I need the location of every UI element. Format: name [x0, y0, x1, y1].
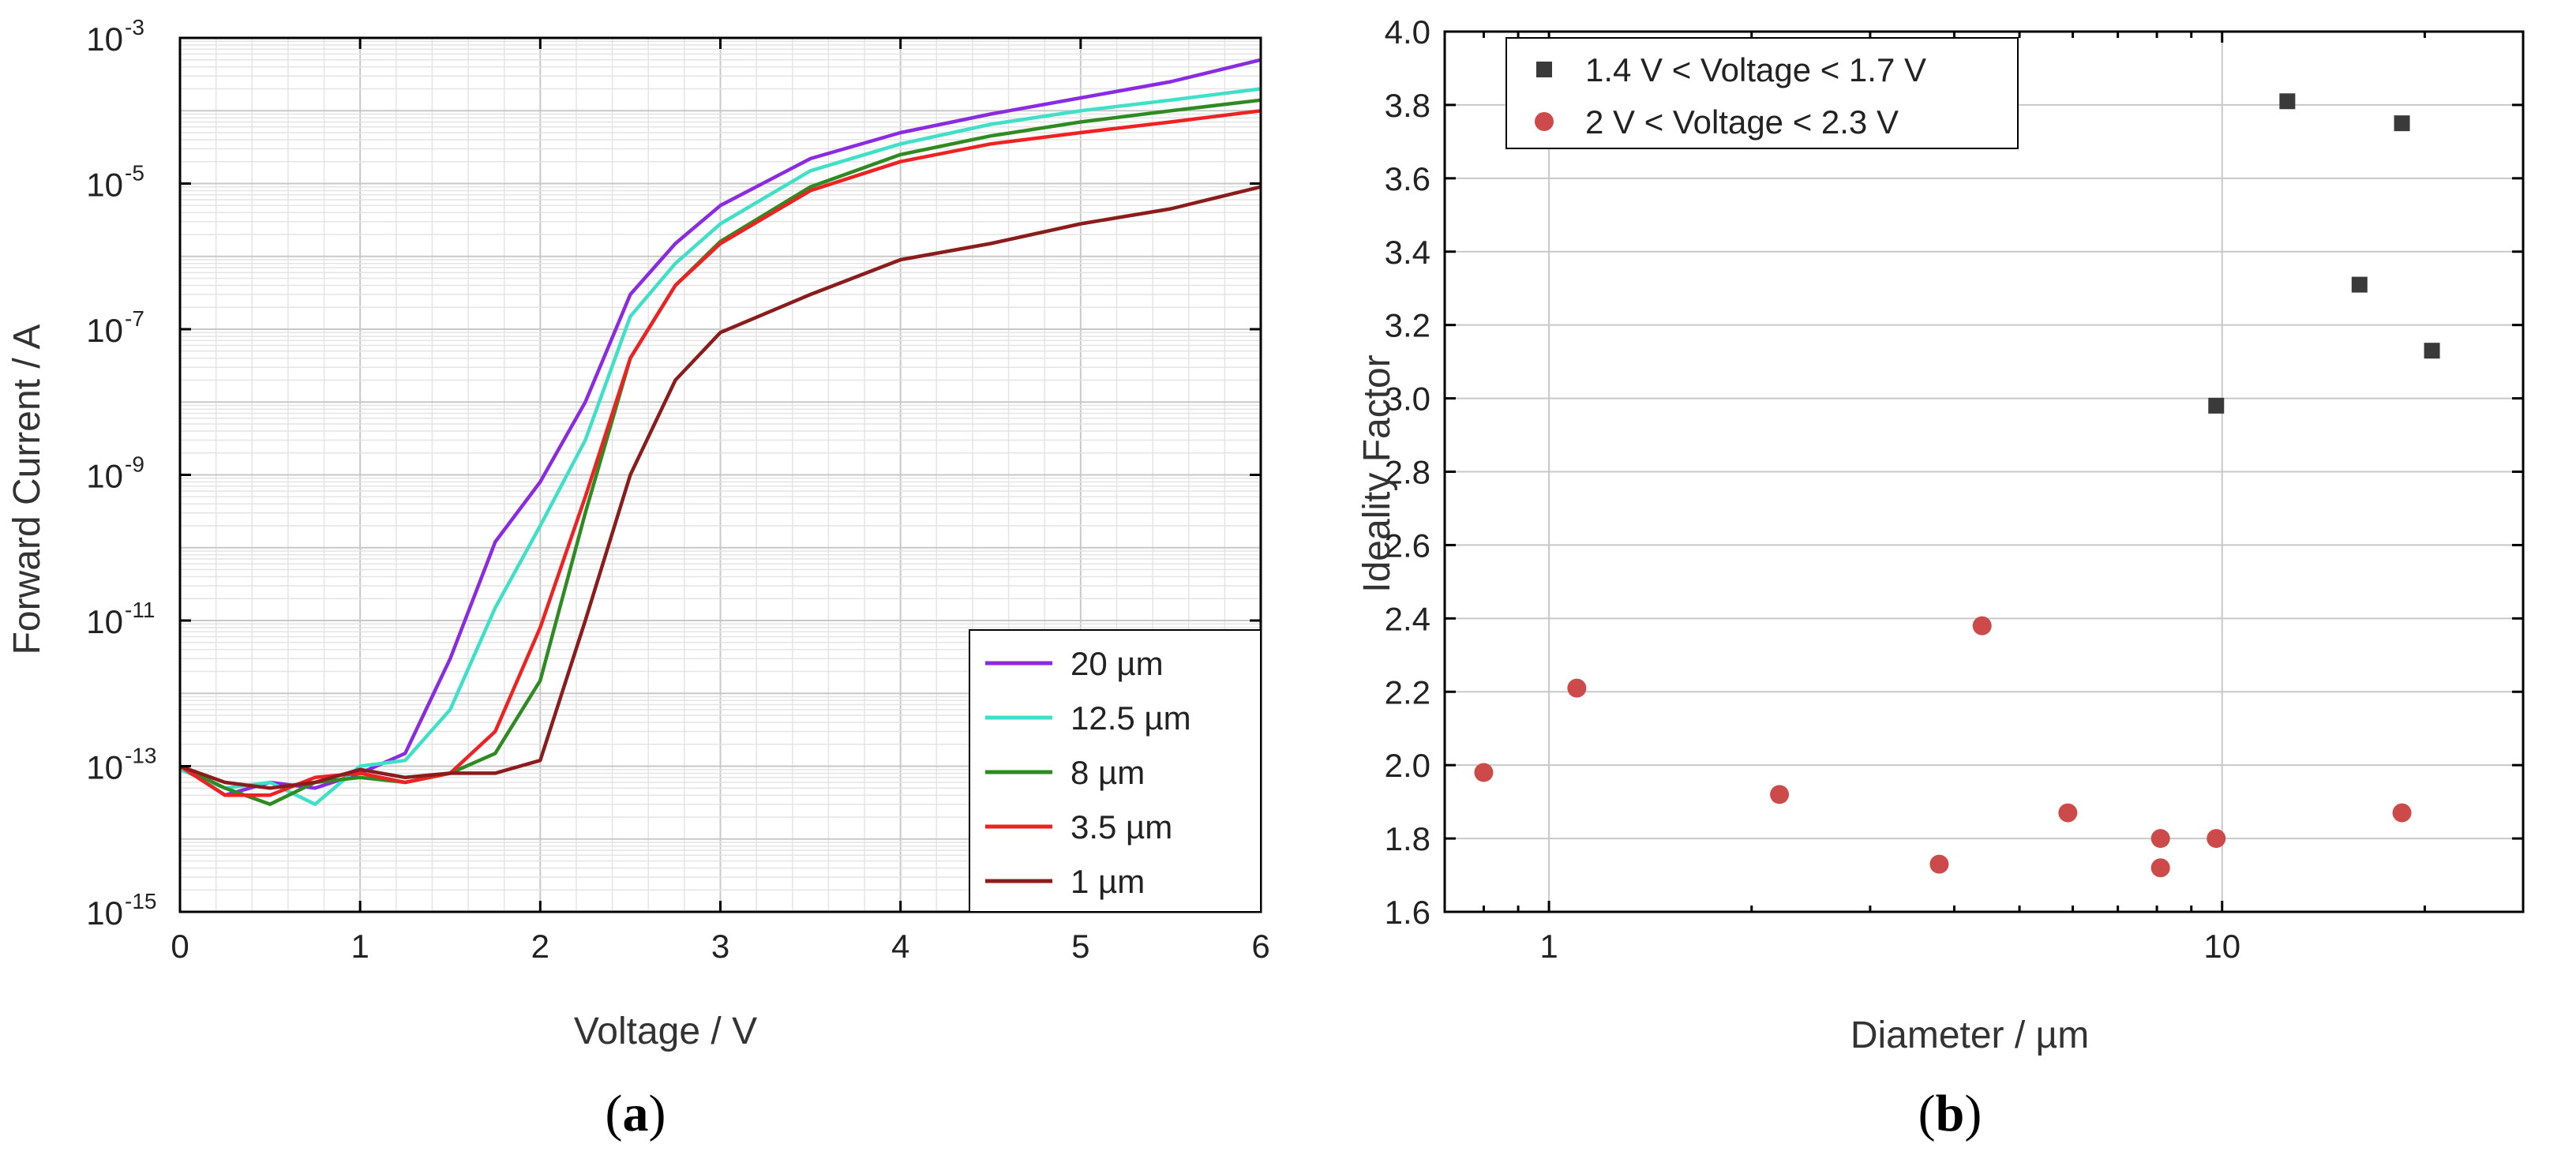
x-tick-label: 4	[891, 928, 909, 965]
y-tick-label: 2.4	[1385, 600, 1430, 637]
scatter-point-circle	[1929, 854, 1949, 874]
x-tick-label: 2	[531, 928, 549, 965]
panel-b-legend: 1.4 V < Voltage < 1.7 V 2 V < Voltage < 2…	[1505, 37, 2019, 149]
y-tick-exponent: -15	[125, 889, 156, 913]
y-tick-label: 3.8	[1385, 87, 1430, 124]
panel-b-axis-ticks: 1 10 1.6 1.8 2.0 2.2 2.4 2.6 2.8 3.0 3.2 3.4 3.6 3.8 4…	[1385, 13, 2523, 965]
panel-a-x-axis-title: Voltage / V	[574, 1011, 757, 1052]
legend-label-8-m: 8 µm	[1071, 754, 1145, 791]
scatter-point-square	[2351, 276, 2368, 293]
y-tick-label: 2.2	[1385, 673, 1430, 711]
y-tick-label: 10	[86, 749, 123, 786]
legend-box	[1505, 37, 2019, 149]
scatter-point-square	[2424, 343, 2440, 359]
y-tick-exponent: -11	[125, 598, 155, 622]
legend-label-3-5-m: 3.5 µm	[1071, 808, 1172, 846]
scatter-point-square	[2279, 93, 2296, 110]
y-tick-label: 10	[86, 167, 123, 204]
x-tick-label: 3	[711, 928, 729, 965]
scatter-point-square	[2208, 397, 2225, 414]
scatter-point-circle	[1474, 763, 1494, 782]
y-tick-label: 10	[86, 21, 123, 58]
y-tick-exponent: -13	[125, 744, 156, 768]
y-tick-label: 3.0	[1385, 381, 1430, 418]
scatter-point-circle	[1770, 785, 1790, 804]
panel-a-legend: 20 µm 12.5 µm 8 µm 3.5 µm 1 µm	[969, 629, 1262, 913]
legend-label-1-4-v-voltage-1-7-v: 1.4 V < Voltage < 1.7 V	[1585, 51, 1926, 88]
y-tick-label: 3.4	[1385, 234, 1430, 271]
panel-a-label-letter: a	[623, 1085, 649, 1142]
scatter-point-circle	[1972, 616, 1992, 636]
y-tick-label: 4.0	[1385, 13, 1430, 51]
series-line-3-5-m	[178, 109, 1262, 797]
legend-label-1-m: 1 µm	[1071, 863, 1145, 900]
y-tick-label: 10	[86, 458, 123, 495]
series-line-1-m	[179, 185, 1262, 790]
y-tick-label: 10	[86, 312, 123, 349]
legend-label-12-5-m: 12.5 µm	[1071, 699, 1191, 737]
scatter-point-circle	[2150, 858, 2170, 878]
y-tick-label: 2.8	[1385, 454, 1430, 491]
y-tick-exponent: -9	[125, 452, 144, 477]
legend-label-2-v-voltage-2-3-v: 2 V < Voltage < 2.3 V	[1585, 103, 1899, 141]
y-tick-label: 1.6	[1385, 894, 1430, 931]
y-tick-label: 2.6	[1385, 527, 1430, 564]
panel-b-grid	[1445, 31, 2523, 913]
x-tick-label: 5	[1071, 928, 1089, 965]
series-line-20-m	[178, 58, 1262, 797]
panel-b-label: (b)	[1918, 1085, 1982, 1142]
scatter-point-circle	[2150, 829, 2170, 849]
y-tick-label: 3.6	[1385, 160, 1430, 197]
y-tick-label: 2.0	[1385, 747, 1430, 784]
panel-b-scatter-points	[1474, 93, 2440, 878]
panel-b-y-axis-title: Ideality Factor	[1356, 354, 1398, 592]
y-tick-label: 10	[86, 603, 123, 640]
x-tick-label: 6	[1251, 928, 1269, 965]
panel-b-x-axis-title: Diameter / µm	[1850, 1014, 2089, 1056]
x-tick-label: 1	[1539, 928, 1558, 965]
y-tick-label: 10	[86, 894, 123, 932]
y-tick-exponent: -5	[125, 161, 144, 186]
legend-marker-square	[1536, 62, 1552, 77]
y-tick-exponent: -7	[125, 306, 144, 331]
scatter-point-circle	[2207, 829, 2226, 849]
x-tick-label: 10	[2203, 928, 2240, 965]
x-tick-label: 1	[351, 928, 369, 965]
scatter-point-circle	[1567, 678, 1587, 698]
y-tick-label: 1.8	[1385, 820, 1430, 857]
scatter-point-circle	[2058, 803, 2078, 823]
panel-a-series-lines	[178, 58, 1262, 806]
panel-a-y-axis-title: Forward Current / A	[6, 324, 48, 655]
legend-marker-circle	[1535, 112, 1554, 131]
y-tick-label: 3.2	[1385, 307, 1430, 344]
scatter-point-circle	[2392, 803, 2412, 823]
scatter-point-square	[2394, 115, 2410, 132]
x-tick-label: 0	[171, 928, 189, 965]
y-tick-exponent: -3	[125, 15, 144, 39]
panel-b-ideality-factor-chart: 1 10 1.6 1.8 2.0 2.2 2.4 2.6 2.8 3.0 3.2 3.4 3.6 3.8 4…	[1356, 13, 2525, 1142]
legend-label-20-m: 20 µm	[1071, 645, 1164, 682]
panel-b-label-letter: b	[1936, 1085, 1965, 1142]
panel-a-label: (a)	[606, 1085, 666, 1142]
series-line-12-5-m	[179, 87, 1262, 806]
